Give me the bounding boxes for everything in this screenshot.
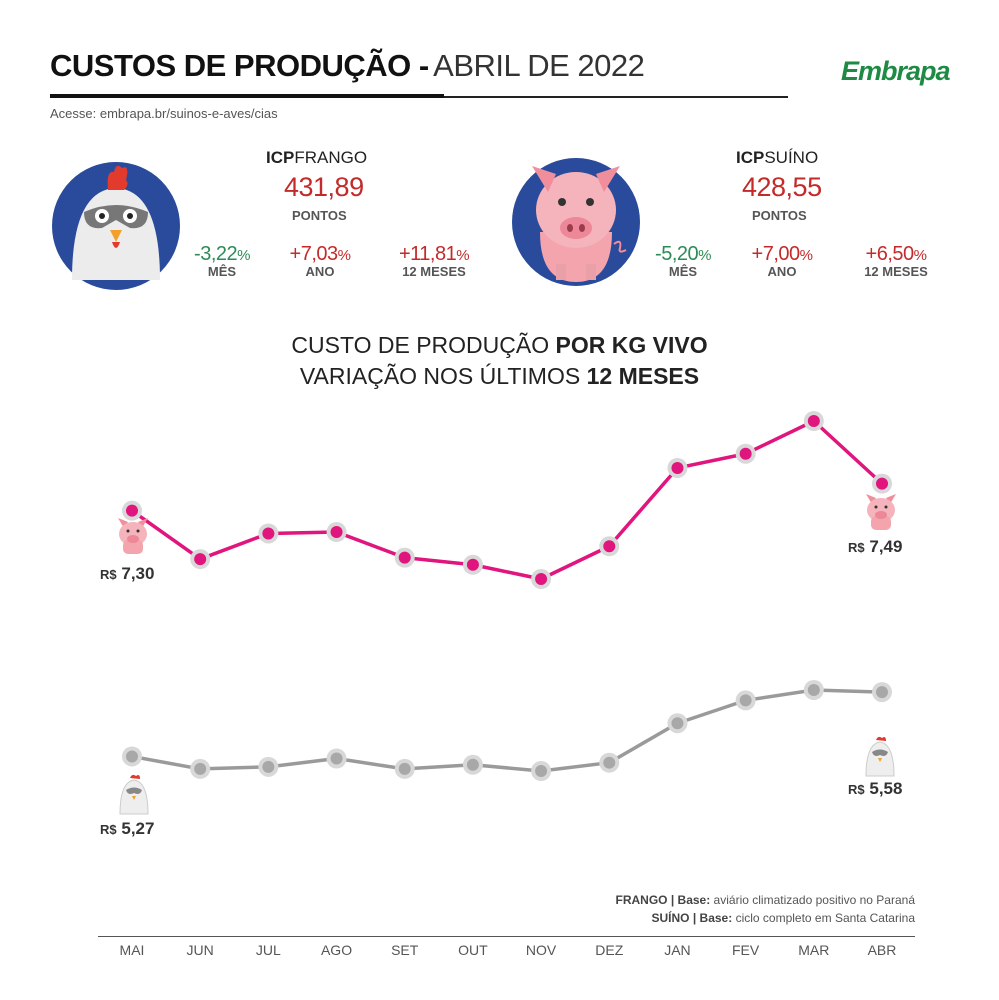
data-point-dez [603,540,616,553]
data-point-out [466,758,479,771]
icp-suino-value: 428,55 [742,172,822,202]
frango-stat-ano: +7,03% ANO [289,243,351,279]
data-point-fev [739,447,752,460]
title-underline [50,94,444,98]
x-tick-label-set: SET [391,942,419,958]
data-point-set [398,551,411,564]
title-row: CUSTOS DE PRODUÇÃO - ABRIL DE 2022 [50,48,788,98]
x-tick-label-jan: JAN [664,942,691,958]
suino-stat-mes: -5,20% MÊS [655,243,711,279]
data-point-fev [739,694,752,707]
data-point-ago [330,752,343,765]
icp-frango-unit: PONTOS [292,208,347,223]
source-link[interactable]: Acesse: embrapa.br/suinos-e-aves/cias [50,106,278,121]
data-point-set [398,762,411,775]
suino-stat-12meses: +6,50% 12 MESES [864,243,928,279]
price-frango-end: R$ 5,58 [848,779,903,798]
page-title-date: ABRIL DE 2022 [433,48,645,83]
data-point-jun [194,553,207,566]
small-pig-icon-start [118,518,148,554]
data-point-abr [876,686,888,699]
suino-line [130,419,884,581]
data-point-jun [194,762,207,775]
icp-frango-value: 431,89 [284,172,364,202]
data-point-mar [807,415,820,427]
small-chicken-icon-start [119,774,149,815]
data-point-mai [126,750,138,763]
data-point-dez [603,756,616,769]
data-point-abr [876,477,888,490]
data-point-jan [671,461,684,474]
data-point-nov [535,573,548,585]
x-tick-label-out: OUT [458,942,488,958]
data-point-nov [535,765,548,777]
frango-line [131,688,883,773]
data-point-ago [330,526,343,539]
icp-suino-title: ICPSUÍNO [736,148,819,167]
icp-suino-unit: PONTOS [752,208,807,223]
x-tick-label-ago: AGO [320,942,353,958]
data-point-jan [671,717,684,730]
price-suino-end: R$ 7,49 [848,537,903,556]
suino-series [122,411,892,589]
price-frango-start: R$ 5,27 [100,819,155,838]
x-tick-label-abr: ABR [867,942,897,958]
chart-title: CUSTO DE PRODUÇÃO POR KG VIVO VARIAÇÃO N… [291,332,708,389]
data-point-mar [807,684,820,696]
page-title: CUSTOS DE PRODUÇÃO - [50,48,429,83]
frango-stat-mes: -3,22% MÊS [194,243,250,279]
frango-stat-12meses: +11,81% 12 MESES [398,243,470,279]
x-tick-label-dez: DEZ [595,942,624,958]
embrapa-logo: Embrapa [841,56,951,86]
footnote-suino: SUÍNO | Base: ciclo completo em Santa Ca… [651,911,915,925]
x-tick-label-mar: MAR [798,942,830,958]
small-pig-icon-end [866,494,896,530]
suino-stat-ano: +7,00% ANO [751,243,813,279]
price-suino-start: R$ 7,30 [100,564,155,583]
x-tick-label-jul: JUL [255,942,281,958]
small-chicken-icon-end [865,736,895,777]
data-point-out [466,558,479,571]
data-point-jul [262,527,275,540]
footnote-frango: FRANGO | Base: aviário climatizado posit… [615,893,916,907]
icp-frango-title: ICPFRANGO [266,148,368,167]
pig-icon [512,158,640,286]
x-tick-label-nov: NOV [525,942,557,958]
x-tick-label-fev: FEV [732,942,760,958]
frango-series [122,680,892,781]
x-tick-label-mai: MAI [119,942,145,958]
data-point-jul [262,760,275,773]
chicken-icon [52,162,180,290]
x-tick-label-jun: JUN [186,942,214,958]
x-axis-line [98,936,915,937]
data-point-mai [126,504,138,517]
